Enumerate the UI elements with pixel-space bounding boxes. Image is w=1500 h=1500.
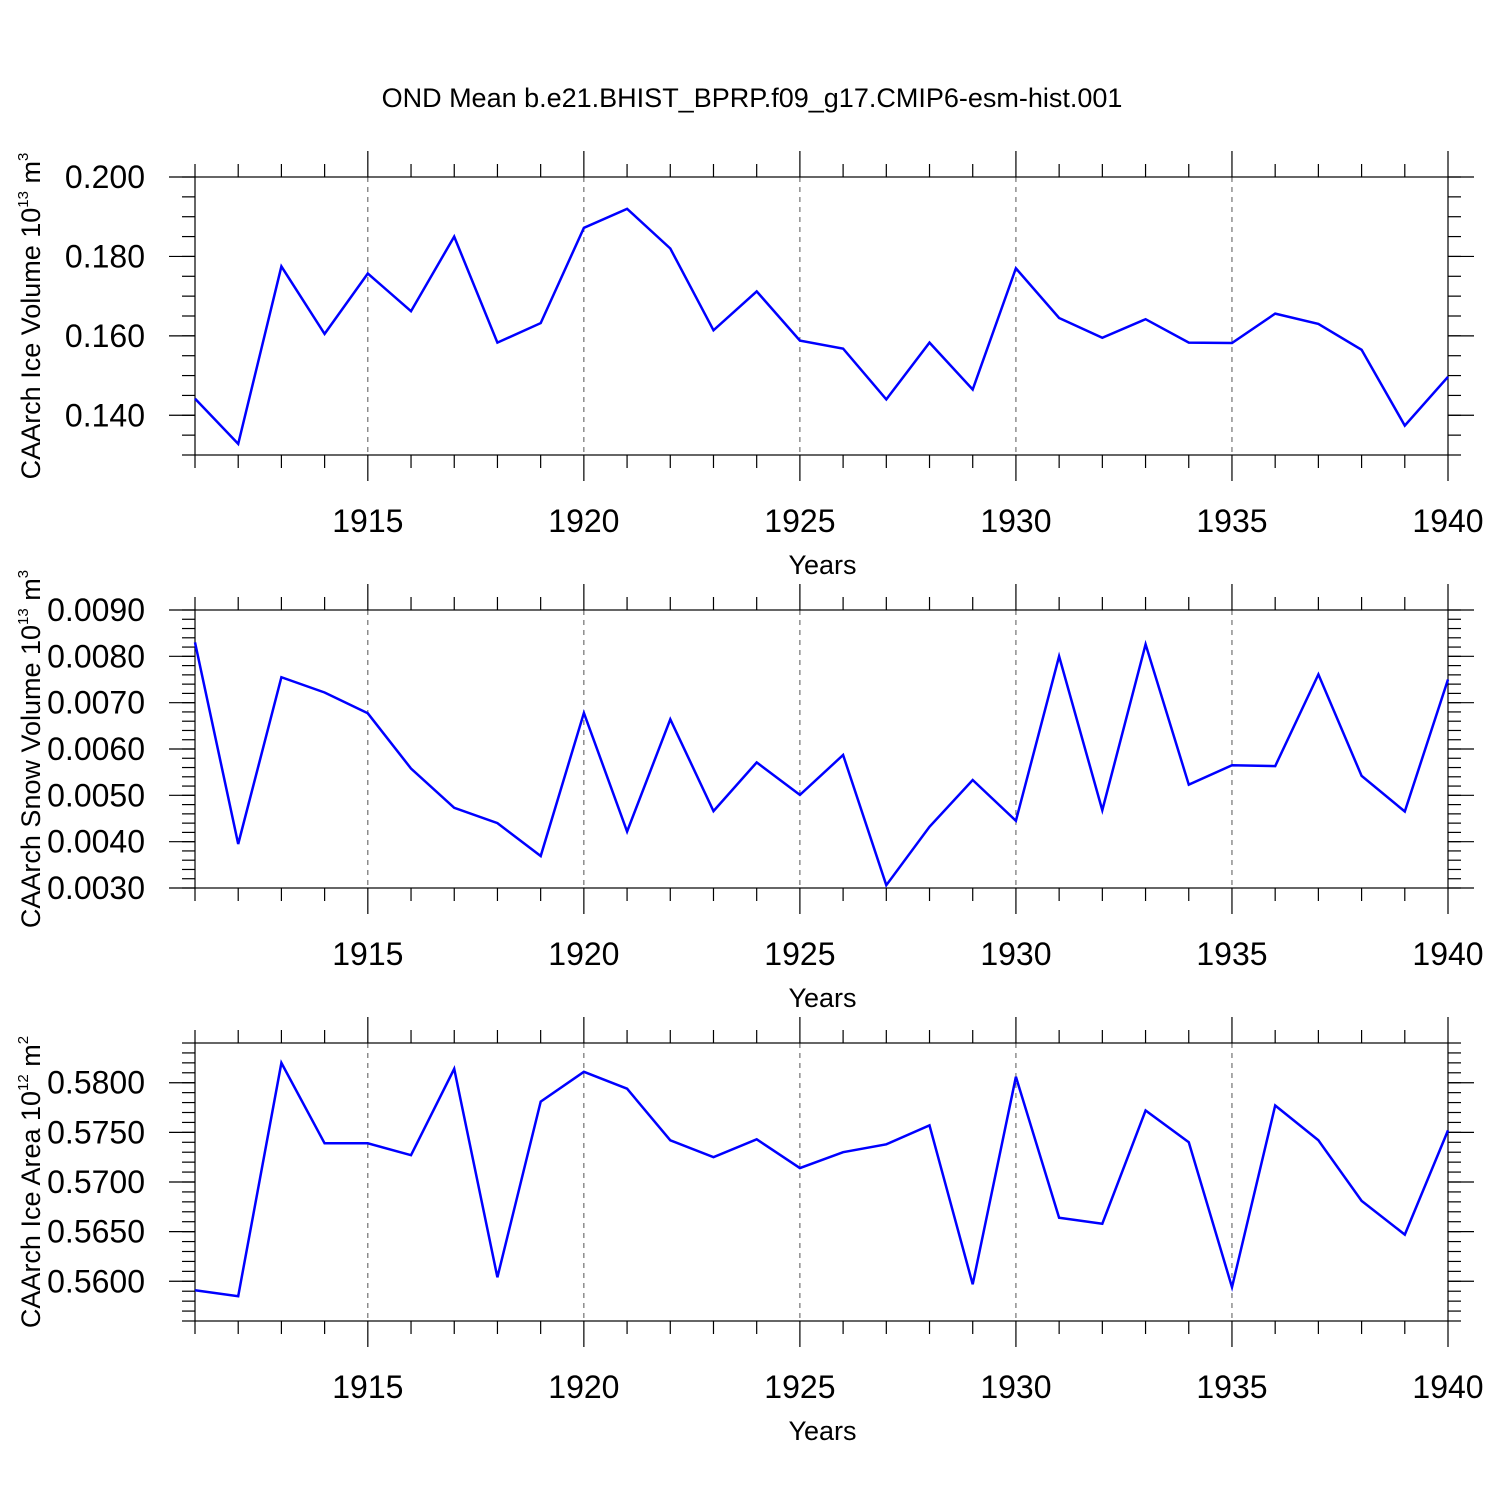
chart-title: OND Mean b.e21.BHIST_BPRP.f09_g17.CMIP6-… (382, 83, 1123, 113)
x-tick-label: 1940 (1412, 503, 1483, 539)
x-tick-label: 1925 (764, 936, 835, 972)
y-tick-label: 0.160 (65, 318, 145, 354)
x-tick-label: 1925 (764, 1369, 835, 1405)
x-tick-label: 1940 (1412, 1369, 1483, 1405)
y-tick-label: 0.0090 (47, 592, 145, 628)
y-tick-label: 0.180 (65, 238, 145, 274)
y-axis-label: CAArch Ice Volume 1013 m3 (15, 153, 46, 480)
x-axis-label: Years (788, 1416, 856, 1446)
y-tick-label: 0.0070 (47, 685, 145, 721)
x-tick-label: 1935 (1196, 503, 1267, 539)
x-tick-label: 1925 (764, 503, 835, 539)
x-axis-label: Years (788, 550, 856, 580)
x-tick-label: 1915 (332, 1369, 403, 1405)
y-axis-label: CAArch Snow Volume 1013 m3 (15, 570, 46, 928)
x-tick-label: 1930 (980, 1369, 1051, 1405)
x-tick-label: 1915 (332, 503, 403, 539)
y-tick-label: 0.140 (65, 397, 145, 433)
y-tick-label: 0.0060 (47, 731, 145, 767)
y-tick-label: 0.0030 (47, 870, 145, 906)
x-tick-label: 1930 (980, 503, 1051, 539)
panel-snow-volume: 1915 1920 1925 1930 1935 1940 Years 0.0030 0.004… (15, 570, 1484, 1013)
x-tick-label: 1930 (980, 936, 1051, 972)
x-tick-label: 1935 (1196, 1369, 1267, 1405)
y-tick-label: 0.0080 (47, 638, 145, 674)
x-tick-label: 1935 (1196, 936, 1267, 972)
y-tick-label: 0.5800 (47, 1065, 145, 1101)
plot-frame (194, 1042, 1449, 1322)
x-tick-label: 1915 (332, 936, 403, 972)
series-line-ice-volume (194, 207, 1449, 447)
x-tick-label: 1940 (1412, 936, 1483, 972)
x-tick-label: 1920 (548, 503, 619, 539)
series-line-ice-area (194, 1059, 1450, 1298)
y-tick-label: 0.5600 (47, 1263, 145, 1299)
y-tick-label: 0.200 (65, 159, 145, 195)
series-line-snow-volume (193, 639, 1450, 888)
y-tick-label: 0.0040 (47, 824, 145, 860)
plot-frame (194, 609, 1449, 889)
chart-panels: 1915 1920 1925 1930 1935 1940 Years 0.140 0.160 0… (15, 151, 1484, 1446)
y-tick-label: 0.0050 (47, 777, 145, 813)
y-tick-label: 0.5700 (47, 1164, 145, 1200)
x-axis-label: Years (788, 983, 856, 1013)
y-tick-label: 0.5750 (47, 1114, 145, 1150)
x-tick-label: 1920 (548, 936, 619, 972)
plot-frame (194, 176, 1449, 456)
panel-ice-volume: 1915 1920 1925 1930 1935 1940 Years 0.140 0.160 0… (15, 151, 1484, 580)
panel-ice-area: 1915 1920 1925 1930 1935 1940 Years 0.5600 0.565… (15, 1017, 1484, 1446)
y-axis-label: CAArch Ice Area 1012 m2 (15, 1036, 46, 1328)
x-tick-label: 1920 (548, 1369, 619, 1405)
y-tick-label: 0.5650 (47, 1214, 145, 1250)
